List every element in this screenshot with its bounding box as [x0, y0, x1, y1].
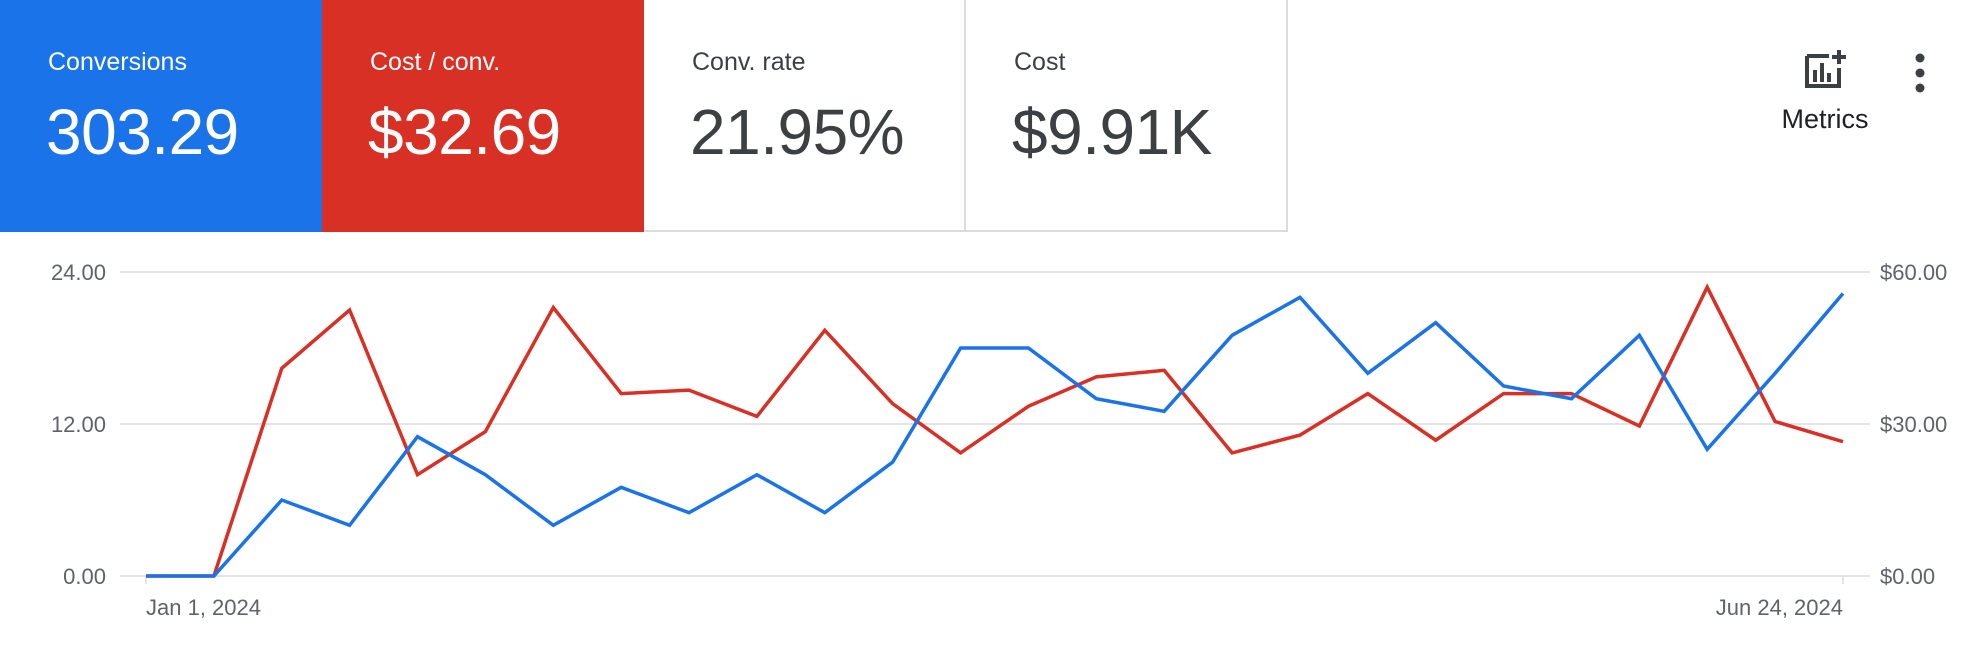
x-start-label: Jan 1, 2024 [146, 595, 261, 620]
y-left-tick-label: 24.00 [51, 260, 106, 285]
scorecard-cost-per-conv[interactable]: Cost / conv. $32.69 [322, 0, 644, 232]
series-line-conversions[interactable] [146, 292, 1845, 578]
scorecard-label: Cost / conv. [370, 48, 501, 76]
scorecard-label: Cost [1014, 48, 1066, 76]
scorecard-conversions[interactable]: Conversions 303.29 [0, 0, 322, 232]
scorecard-value: $9.91K [1012, 96, 1212, 168]
scorecard-cost[interactable]: Cost $9.91K [966, 0, 1288, 232]
scorecard-value: $32.69 [368, 96, 561, 168]
scorecard-row: Conversions 303.29 Cost / conv. $32.69 C… [0, 0, 1288, 232]
y-right-tick-label: $30.00 [1880, 412, 1947, 437]
more-vert-icon [1915, 53, 1925, 93]
metrics-button[interactable]: Metrics [1762, 44, 1888, 144]
y-left-tick-label: 12.00 [51, 412, 106, 437]
y-right-tick-label: $60.00 [1880, 260, 1947, 285]
more-options-button[interactable] [1900, 50, 1940, 96]
scorecard-label: Conversions [48, 48, 187, 76]
line-chart: 24.00 $60.00 12.00 $30.00 0.00 $0.00 Jan 1, 20… [51, 260, 1947, 620]
add-chart-icon [1805, 50, 1846, 88]
scorecard-conv-rate[interactable]: Conv. rate 21.95% [644, 0, 966, 232]
y-left-tick-label: 0.00 [63, 564, 106, 589]
y-right-tick-label: $0.00 [1880, 564, 1935, 589]
x-end-label: Jun 24, 2024 [1716, 595, 1843, 620]
scorecard-value: 21.95% [690, 96, 905, 168]
series-line-cost-per-conv[interactable] [146, 283, 1844, 578]
scorecard-label: Conv. rate [692, 48, 806, 76]
metrics-label: Metrics [1781, 104, 1869, 134]
scorecard-value: 303.29 [46, 96, 239, 168]
